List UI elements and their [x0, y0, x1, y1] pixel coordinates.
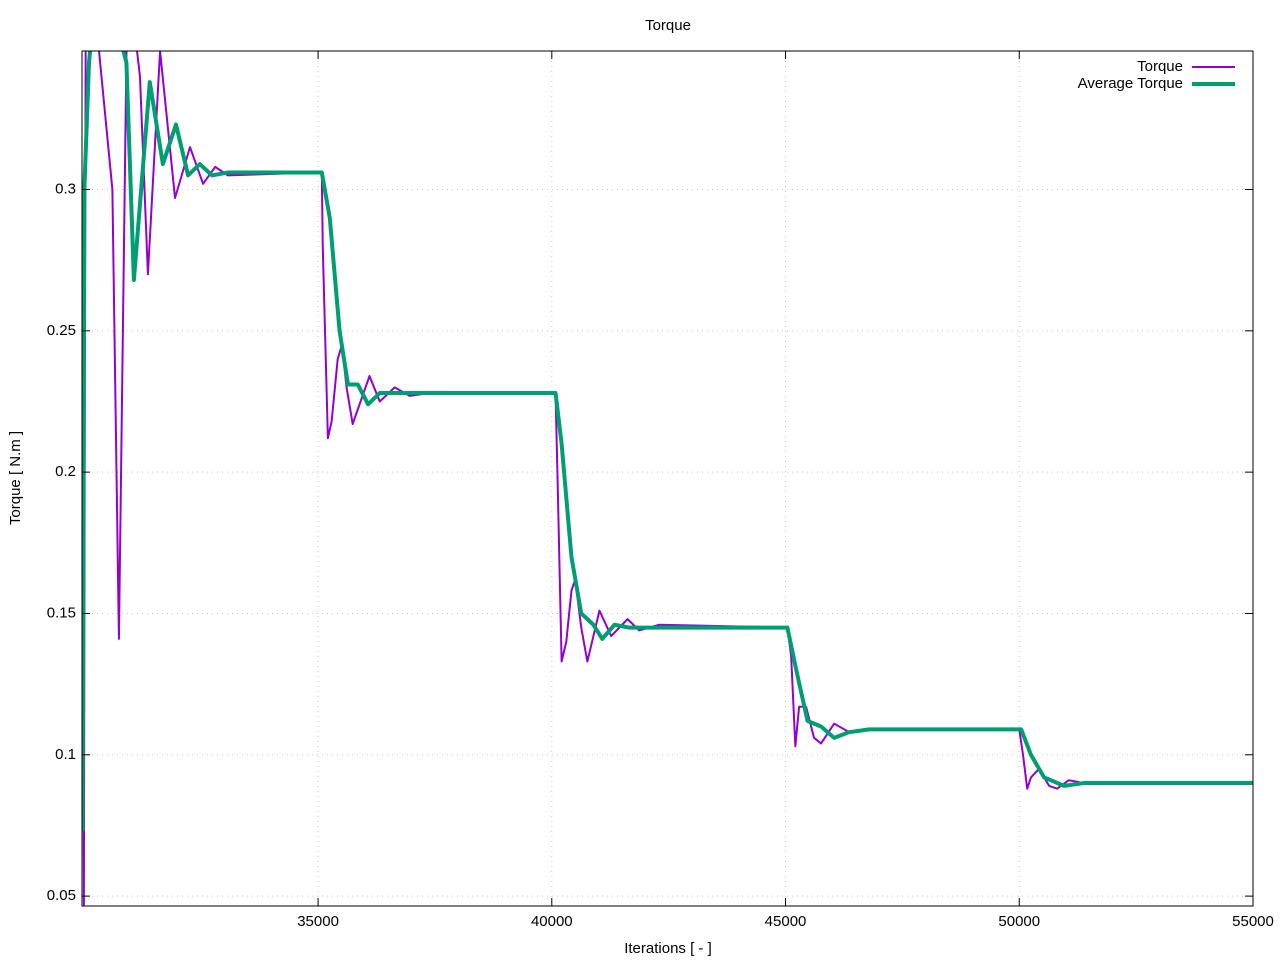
series-line [82, 51, 1253, 832]
y-tick-label: 0.3 [55, 180, 76, 197]
y-axis-label: Torque [ N.m ] [7, 431, 24, 525]
x-tick-label: 40000 [531, 913, 573, 930]
y-tick-label: 0.15 [47, 604, 76, 621]
grid [82, 51, 1254, 906]
series-line [82, 51, 1253, 906]
x-tick-label: 35000 [297, 913, 339, 930]
x-axis-label: Iterations [ - ] [624, 940, 712, 957]
x-tick-label: 45000 [765, 913, 807, 930]
legend-label: Torque [1137, 58, 1183, 75]
plot-area [82, 51, 1253, 906]
legend-label: Average Torque [1078, 75, 1183, 92]
y-tick-label: 0.2 [55, 463, 76, 480]
plot-frame [81, 50, 1254, 907]
x-tick-label: 50000 [998, 913, 1040, 930]
y-tick-label: 0.1 [55, 746, 76, 763]
x-tick-label: 55000 [1232, 913, 1274, 930]
chart-title: Torque [645, 17, 691, 34]
y-tick-label: 0.05 [47, 887, 76, 904]
y-tick-label: 0.25 [47, 322, 76, 339]
